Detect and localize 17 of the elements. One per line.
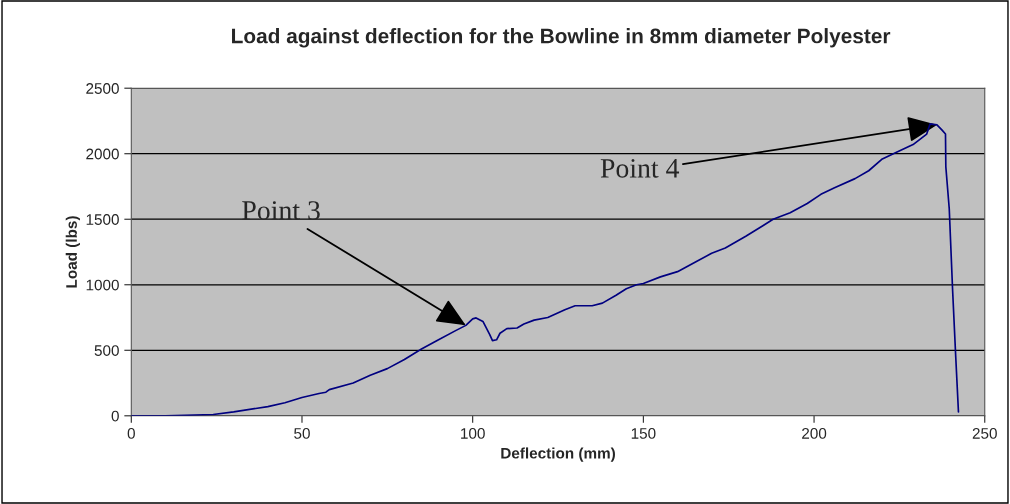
y-tick-label: 1500 bbox=[86, 214, 119, 225]
x-tick-label: 200 bbox=[802, 428, 827, 439]
x-tick-label: 0 bbox=[127, 428, 135, 439]
y-tick-label: 0 bbox=[111, 410, 119, 422]
y-tick-label: 2500 bbox=[86, 83, 119, 94]
x-tick-label: 250 bbox=[972, 428, 997, 439]
y-axis-title: Load (lbs) bbox=[65, 216, 80, 288]
chart-title: Load against deflection for the Bowline in 8mm diameter Polyester bbox=[232, 28, 891, 48]
annotation: Point 3 bbox=[242, 201, 320, 220]
annotation: Point 4 bbox=[600, 159, 680, 178]
y-tick-label: 1000 bbox=[86, 279, 119, 291]
x-tick-label: 100 bbox=[461, 428, 485, 439]
x-tick-label: 50 bbox=[294, 428, 310, 439]
x-tick-label: 150 bbox=[631, 428, 656, 439]
y-tick-label: 2000 bbox=[86, 148, 119, 160]
x-axis-title: Deflection (mm) bbox=[501, 447, 615, 462]
y-tick-label: 500 bbox=[94, 345, 119, 356]
